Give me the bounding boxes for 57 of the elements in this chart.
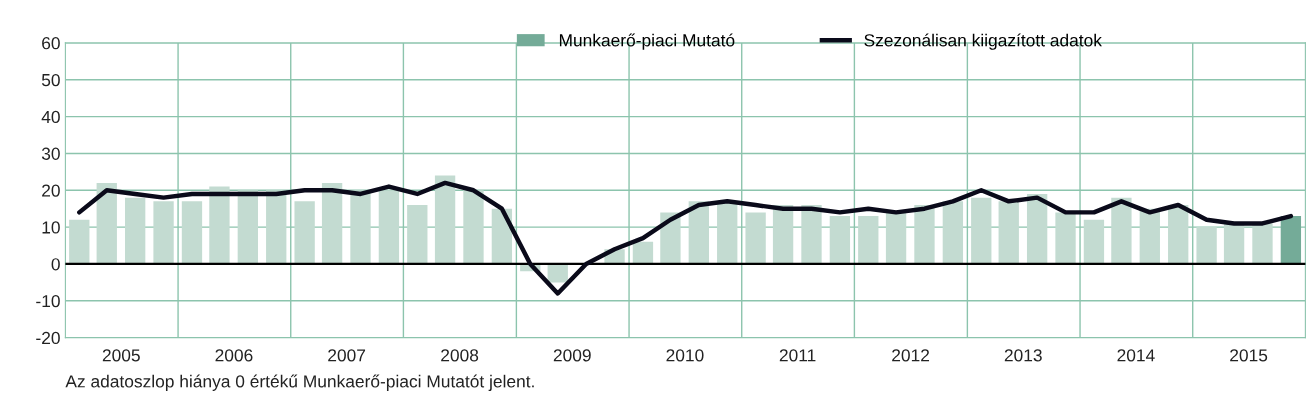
- y-tick-label: 40: [41, 110, 60, 124]
- bar: [858, 216, 879, 264]
- bar: [434, 175, 456, 264]
- bar: [181, 201, 203, 264]
- bar: [125, 197, 146, 264]
- bar: [745, 212, 766, 264]
- x-tick-label: 2014: [1117, 349, 1155, 362]
- y-tick-label: 10: [42, 221, 60, 234]
- bar: [407, 205, 428, 264]
- bar: [829, 216, 851, 264]
- y-tick-label: 20: [42, 184, 60, 197]
- bar: [971, 197, 992, 264]
- bar: [266, 190, 287, 264]
- bar: [998, 201, 1019, 264]
- x-tick-label: 2007: [328, 349, 366, 362]
- x-tick-label: 2006: [215, 349, 253, 362]
- legend-label: Munkaerő-piaci Mutató: [559, 33, 735, 50]
- bar: [1111, 197, 1132, 264]
- y-tick-label: -20: [36, 331, 60, 345]
- x-tick-label: 2015: [1230, 349, 1268, 362]
- bar: [321, 182, 343, 264]
- x-tick-label: 2008: [441, 349, 479, 362]
- bar: [1196, 227, 1217, 264]
- bar: [378, 190, 400, 264]
- x-tick-label: 2005: [102, 349, 140, 362]
- bar: [350, 190, 371, 264]
- bar: [69, 219, 90, 264]
- bar: [632, 241, 654, 264]
- bar: [294, 201, 315, 264]
- bar: [942, 201, 964, 264]
- y-tick-label: 0: [51, 258, 60, 271]
- x-tick-label: 2010: [666, 349, 704, 362]
- y-tick-label: 60: [42, 37, 60, 50]
- x-tick-label: 2009: [553, 349, 591, 362]
- y-tick-label: -10: [36, 294, 60, 308]
- bar: [1223, 223, 1245, 264]
- bar: [1280, 216, 1302, 264]
- bar: [237, 190, 258, 264]
- y-tick-label: 30: [41, 147, 60, 160]
- bar: [209, 186, 230, 264]
- bar: [717, 201, 738, 264]
- y-tick-label: 50: [41, 73, 60, 87]
- x-tick-label: 2011: [779, 349, 816, 362]
- bar: [1083, 219, 1105, 264]
- bar: [1168, 205, 1189, 264]
- bar: [1026, 193, 1048, 264]
- bar: [1252, 223, 1273, 264]
- bar: [463, 190, 484, 264]
- line-series: [77, 180, 1294, 296]
- bar: [1055, 212, 1076, 264]
- text: Az adatoszlop hiánya 0 értékű Munkaerő-piaci Mutatót jelent.: [65, 374, 534, 391]
- legend-label: Szezonálisan kiigazított adatok: [864, 33, 1102, 50]
- bar: [96, 182, 117, 264]
- bar: [885, 212, 907, 264]
- x-tick-label: 2013: [1004, 349, 1042, 362]
- bar: [153, 201, 174, 264]
- x-tick-label: 2012: [892, 349, 930, 362]
